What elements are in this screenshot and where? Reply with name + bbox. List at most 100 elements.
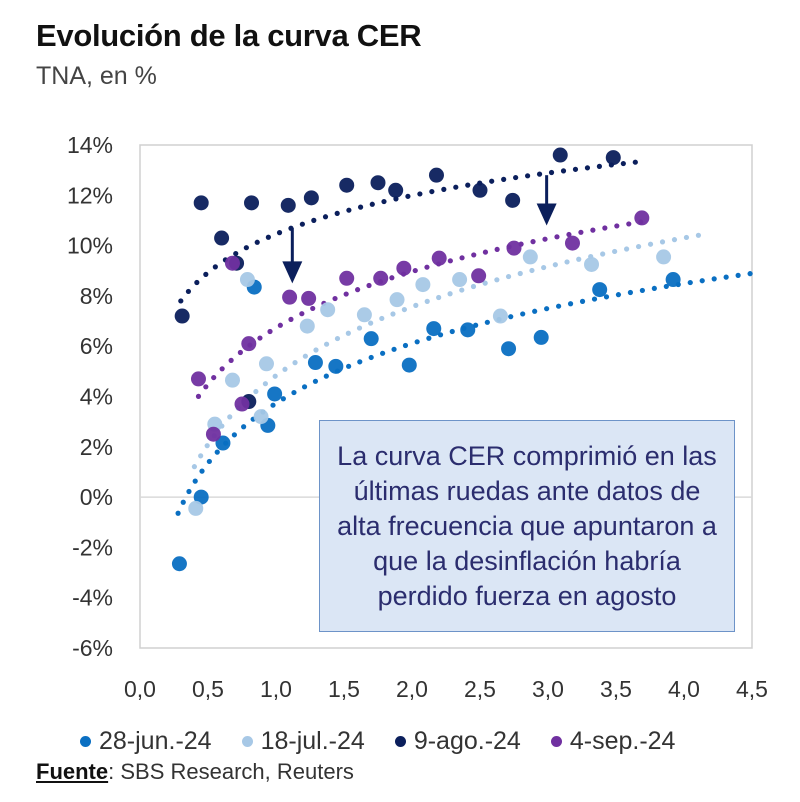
data-point — [224, 372, 240, 388]
trendline-dot — [262, 381, 268, 387]
trendline-dot — [369, 201, 375, 207]
data-point — [356, 307, 372, 323]
trendline-dot — [302, 353, 308, 359]
trendline-dot — [270, 402, 276, 408]
legend-marker-icon — [550, 736, 562, 747]
legend-marker-icon — [80, 736, 91, 747]
trendline-dot — [243, 245, 249, 251]
trendline-dot — [564, 259, 570, 265]
trendline-dot — [576, 256, 582, 262]
data-point — [190, 371, 206, 387]
data-point — [634, 210, 650, 226]
trendline-dot — [459, 287, 465, 293]
trendline-dot — [449, 328, 455, 335]
trendline-dot — [620, 160, 626, 167]
trendline-dot — [525, 173, 531, 179]
trendline-dot — [280, 396, 286, 402]
trendline-dot — [357, 359, 363, 365]
annotation-arrows — [282, 175, 557, 284]
data-point — [253, 409, 269, 425]
trendline-dot — [311, 217, 317, 223]
trendline-dot — [195, 393, 202, 399]
source-note: Fuente: SBS Research, Reuters — [36, 759, 354, 785]
trendline-dot — [453, 184, 459, 190]
legend-item-9-ago[interactable]: 9-ago.-24 — [394, 727, 521, 756]
data-point — [188, 500, 204, 516]
trendline-dot — [346, 207, 352, 213]
trendline-dot — [380, 350, 386, 356]
trendline-dot — [356, 325, 363, 331]
legend-label: 28-jun.-24 — [99, 727, 212, 755]
legend-item-28-jun[interactable]: 28-jun.-24 — [80, 727, 212, 756]
trendline-dot — [602, 225, 608, 231]
data-point — [234, 396, 250, 412]
trendline-dot — [695, 232, 702, 238]
trendline-dot — [214, 449, 220, 455]
y-tick-label: 4% — [80, 384, 113, 410]
x-tick-label: 0,0 — [124, 676, 156, 702]
trendline-dot — [219, 366, 225, 372]
trendline-dot — [590, 227, 596, 233]
trendline-dot — [368, 320, 374, 326]
data-point — [401, 357, 417, 373]
trendline-dot — [389, 275, 395, 281]
data-point — [282, 289, 298, 305]
trendline-dot — [711, 276, 717, 282]
trendline-dot — [233, 250, 239, 257]
trendline-dot — [322, 214, 329, 220]
data-point — [239, 272, 255, 288]
data-point — [396, 260, 412, 276]
trendline-dot — [723, 274, 729, 280]
data-point — [592, 282, 608, 298]
data-point — [244, 195, 260, 211]
trendline-dot — [482, 280, 488, 286]
trendline-dot — [414, 339, 420, 345]
data-point — [388, 182, 404, 198]
trendline-dot — [276, 230, 283, 236]
trendline-dot — [465, 182, 471, 188]
trendline-dot — [663, 283, 669, 290]
trendline-dot — [544, 306, 550, 312]
annotation-box: La curva CER comprimió en las últimas ru… — [319, 420, 735, 632]
legend-item-18-jul[interactable]: 18-jul.-24 — [241, 727, 365, 756]
y-tick-label: 14% — [67, 132, 113, 158]
trendline-dot — [272, 373, 278, 379]
trendline-dot — [288, 316, 294, 322]
data-point — [320, 302, 336, 318]
trendline-dot — [532, 308, 538, 314]
trendline-dot — [556, 303, 562, 309]
trendline-dot — [346, 363, 352, 369]
data-point — [363, 331, 379, 347]
data-point — [415, 277, 431, 293]
trendline-dot — [517, 270, 523, 277]
data-point — [174, 308, 190, 324]
x-tick-label: 1,0 — [260, 676, 292, 702]
trendline-dot — [530, 239, 536, 245]
trendline-dot — [312, 378, 319, 384]
x-tick-label: 1,5 — [328, 676, 360, 702]
trendline-dot — [345, 330, 351, 336]
trendline-dot — [323, 341, 330, 347]
trendline-dot — [429, 188, 435, 195]
source-text: : SBS Research, Reuters — [108, 759, 354, 784]
trendline-dot — [612, 248, 618, 255]
data-point — [428, 167, 444, 183]
data-point — [205, 426, 221, 442]
data-point — [552, 147, 568, 163]
data-point — [267, 386, 283, 402]
trendline-dot — [379, 315, 385, 322]
trendline-dot — [447, 291, 453, 297]
x-tick-label: 3,5 — [600, 676, 632, 702]
trendline-dot — [639, 287, 645, 294]
y-tick-label: 8% — [80, 283, 113, 309]
trendline-dot — [212, 264, 218, 270]
trendline-dot — [501, 176, 507, 182]
chart-legend: 28-jun.-24 18-jul.-24 9-ago.-24 4-sep.-2… — [80, 727, 705, 756]
data-point — [373, 270, 389, 286]
trendline-dot — [277, 322, 283, 328]
arrow-head-icon — [536, 203, 557, 226]
chart-subtitle: TNA, en % — [36, 62, 157, 90]
trendline-dot — [494, 277, 500, 283]
trendline-dot — [192, 478, 198, 484]
legend-item-4-sep[interactable]: 4-sep.-24 — [550, 727, 675, 756]
